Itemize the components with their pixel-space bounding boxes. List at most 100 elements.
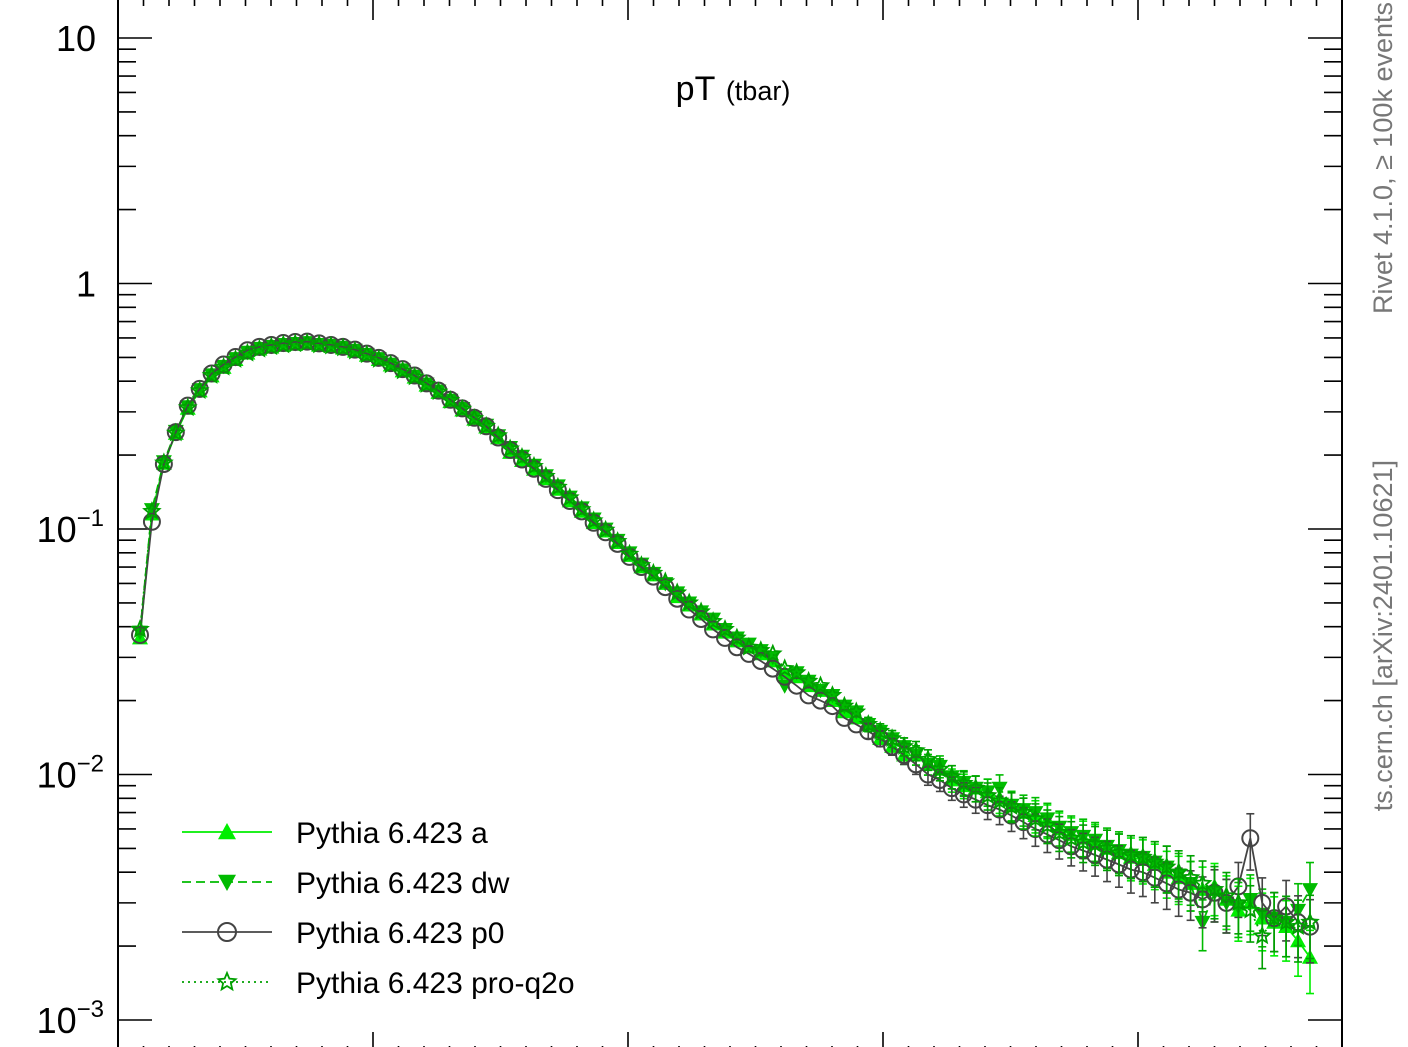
data-point [953,773,974,792]
y-tick-label-exp: −1 [77,505,104,532]
data-point [1144,851,1165,871]
data-point [165,422,186,442]
data-point [1109,842,1129,862]
data-point [1216,885,1237,905]
legend-item: Pythia 6.423 a [182,817,488,850]
data-point [404,366,425,386]
data-point [559,487,580,507]
data-point [416,374,437,393]
data-point [941,766,962,785]
legend: Pythia 6.423 a Pythia 6.423 dw Pythia 6.42… [182,817,575,1000]
data-point [524,459,543,478]
data-point [213,356,234,376]
rivet-version-label: Rivet 4.1.0, ≥ 100k events [1368,2,1398,314]
data-point [656,578,675,597]
data-point [225,349,246,368]
data-point [799,686,818,705]
data-point [1288,916,1308,935]
y-tick-label: 10−3 [37,996,104,1041]
legend-marker [216,970,238,992]
data-point [500,438,520,458]
y-tick-label-exp: −3 [77,996,104,1023]
legend-marker [218,874,236,891]
data-point [740,637,757,653]
axis-ticks [117,0,1343,1047]
data-point [1264,907,1285,927]
data-point [142,512,161,531]
data-point [798,670,819,690]
legend-label: Pythia 6.423 dw [296,867,510,900]
data-point [989,790,1010,810]
legend-label: Pythia 6.423 p0 [296,917,505,950]
data-point [1276,911,1296,931]
data-point [536,465,556,485]
data-point [643,562,664,582]
data-point [1192,873,1213,892]
data-point [524,455,544,475]
data-point [750,640,771,659]
data-point [1013,802,1034,821]
data-point [1085,833,1105,853]
data-point [1097,838,1117,857]
data-point [548,481,567,500]
data-point [977,785,998,804]
data-point [727,627,747,647]
legend-marker [218,823,236,840]
data-point [655,571,676,591]
data-point [1037,815,1058,834]
data-point [1121,844,1141,864]
data-point [1132,846,1153,866]
data-point [882,728,903,748]
data-point [571,499,592,518]
data-point [428,381,449,401]
data-point [1073,831,1094,851]
chart-title: pT (tbar) [676,70,791,108]
data-point [786,662,807,682]
data-point [906,740,926,760]
data-point [644,567,663,586]
data-point [512,447,532,466]
data-point [1001,796,1022,816]
data-point [1204,879,1225,898]
data-point [631,555,652,574]
data-point [1241,829,1260,848]
data-point [131,626,149,645]
data-point [608,534,627,553]
data-point [667,582,688,602]
data-point [321,335,341,355]
legend-marker [217,922,237,942]
data-point [464,408,485,427]
data-point [930,758,950,778]
data-point [774,658,795,678]
y-tick-label-base: 10 [37,1000,77,1041]
data-point [356,344,377,364]
data-point [1228,892,1249,912]
data-point [834,695,855,715]
series-pythia-6-423-pro-q2o [130,332,1320,970]
data-point [1302,883,1318,898]
data-point [345,340,365,360]
data-point [1252,925,1273,945]
data-point [1156,856,1177,876]
data-point [679,592,700,612]
data-point [1025,808,1046,828]
data-point [452,398,473,418]
data-point [668,589,687,608]
data-point [1180,867,1201,886]
data-point [810,675,831,695]
legend-item: Pythia 6.423 p0 [182,917,505,950]
data-point [547,476,568,496]
data-point [368,349,389,368]
source-citation-label: ts.cern.ch [arXiv:2401.10621] [1368,460,1398,811]
data-point [142,501,162,520]
data-point [177,397,198,417]
data-point [392,360,413,380]
data-point [488,425,509,444]
data-point [858,714,879,733]
data-point [154,452,174,472]
data-point [607,531,628,550]
data-point [309,334,329,354]
legend-item: Pythia 6.423 pro-q2o [182,967,575,1000]
y-tick-label-exp: −2 [77,751,104,778]
